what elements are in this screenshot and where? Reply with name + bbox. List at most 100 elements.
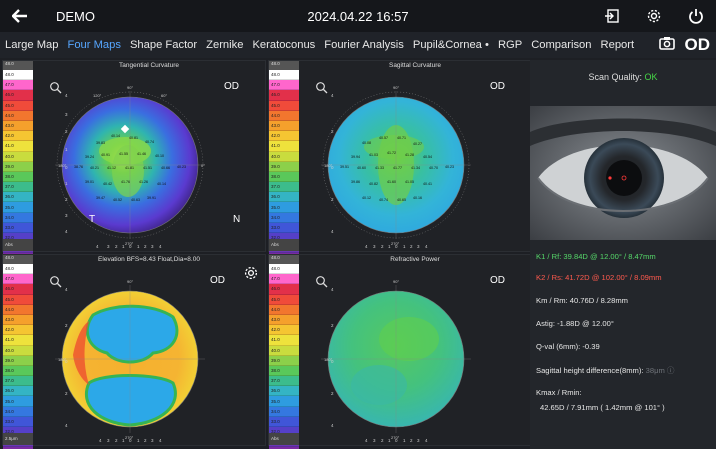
tab-keratoconus[interactable]: Keratoconus bbox=[252, 39, 316, 51]
tab-four-maps[interactable]: Four Maps bbox=[67, 39, 121, 51]
map-settings-button[interactable] bbox=[243, 265, 259, 281]
scale-cell: 38.0 bbox=[269, 365, 299, 377]
svg-text:41.55: 41.55 bbox=[119, 152, 128, 156]
svg-text:2: 2 bbox=[115, 438, 118, 443]
sagittal-height-label: Sagittal height difference(8mm): bbox=[536, 366, 644, 375]
scale-cell: 44.0 bbox=[3, 304, 33, 315]
svg-text:4: 4 bbox=[365, 244, 368, 249]
export-button[interactable] bbox=[602, 6, 622, 26]
svg-text:1: 1 bbox=[388, 244, 391, 249]
svg-text:2: 2 bbox=[65, 197, 68, 202]
scale-cell: 47.0 bbox=[269, 80, 299, 91]
svg-text:120°: 120° bbox=[93, 93, 102, 98]
svg-text:41.28: 41.28 bbox=[405, 153, 414, 157]
svg-text:0: 0 bbox=[395, 244, 398, 249]
svg-text:0: 0 bbox=[395, 438, 398, 443]
scale-cell: 44.0 bbox=[269, 304, 299, 315]
svg-text:270°: 270° bbox=[125, 241, 134, 246]
svg-text:40.23: 40.23 bbox=[445, 165, 454, 169]
scale-cell: 47.0 bbox=[3, 274, 33, 285]
zoom-button[interactable] bbox=[49, 275, 65, 289]
scale-cell: 41.0 bbox=[269, 335, 299, 346]
color-scale: 48.0 48.0 47.0 46.0 45.0 44.0 43.0 42.0 41.0 40.0… bbox=[269, 61, 299, 264]
svg-text:41.46: 41.46 bbox=[137, 152, 146, 156]
scale-cell: 43.0 bbox=[3, 120, 33, 132]
svg-text:270°: 270° bbox=[391, 435, 400, 440]
scale-cell: 43.0 bbox=[3, 314, 33, 326]
scale-cell: 42.0 bbox=[3, 131, 33, 142]
power-button[interactable] bbox=[686, 6, 706, 26]
eye-photo[interactable] bbox=[530, 106, 716, 240]
tab-rgp[interactable]: RGP bbox=[497, 39, 523, 51]
scale-header: 48.0 bbox=[3, 255, 33, 264]
tab-report[interactable]: Report bbox=[600, 39, 635, 51]
back-button[interactable] bbox=[0, 0, 40, 32]
svg-text:0: 0 bbox=[331, 165, 334, 170]
scale-cell: 33.0 bbox=[269, 416, 299, 427]
tab-fourier-analysis[interactable]: Fourier Analysis bbox=[324, 39, 404, 51]
tangential-map[interactable]: 39.83 40.14 40.81 40.74 39.24 40.91 41.55 41.4… bbox=[33, 61, 267, 253]
settings-button[interactable] bbox=[644, 6, 664, 26]
scale-cell: 39.0 bbox=[269, 355, 299, 366]
scale-unit: Abs bbox=[3, 239, 33, 251]
magnifier-icon bbox=[50, 82, 62, 94]
info-panel: Scan Quality: OK bbox=[530, 60, 716, 449]
scale-cell: 39.0 bbox=[3, 161, 33, 172]
svg-text:40.74: 40.74 bbox=[379, 198, 388, 202]
svg-text:40.60: 40.60 bbox=[357, 166, 366, 170]
svg-text:4: 4 bbox=[331, 93, 334, 98]
k2-value: K2 / Rs: 41.72D @ 102.00° / 8.09mm bbox=[536, 273, 662, 282]
scale-cell: 35.0 bbox=[269, 396, 299, 407]
zoom-button[interactable] bbox=[315, 275, 331, 289]
zoom-button[interactable] bbox=[315, 81, 331, 95]
scale-header: 48.0 bbox=[3, 61, 33, 70]
screenshot-button[interactable] bbox=[658, 36, 675, 55]
svg-text:180°: 180° bbox=[58, 357, 67, 362]
svg-text:1: 1 bbox=[65, 181, 68, 186]
kmax-label: Kmax / Rmin: bbox=[536, 388, 582, 397]
svg-text:1: 1 bbox=[403, 438, 406, 443]
svg-text:40.66: 40.66 bbox=[161, 166, 170, 170]
scale-cell: 33.0 bbox=[269, 222, 299, 233]
gear-icon bbox=[647, 9, 661, 23]
scale-cell: 44.0 bbox=[269, 110, 299, 121]
map-eye-label: OD bbox=[490, 275, 505, 286]
svg-text:2: 2 bbox=[410, 438, 413, 443]
tab-comparison[interactable]: Comparison bbox=[531, 39, 592, 51]
tab-shape-factor[interactable]: Shape Factor bbox=[129, 39, 198, 51]
map-eye-label: OD bbox=[490, 81, 505, 92]
svg-text:41.33: 41.33 bbox=[375, 166, 384, 170]
svg-text:180°: 180° bbox=[324, 357, 333, 362]
svg-text:270°: 270° bbox=[125, 435, 134, 440]
scale-cell: 45.0 bbox=[3, 100, 33, 111]
tab-zernike[interactable]: Zernike bbox=[206, 39, 244, 51]
km-value: Km / Rm: 40.76D / 8.28mm bbox=[536, 296, 628, 305]
scale-cell: 37.0 bbox=[3, 376, 33, 387]
tab-pupil-cornea[interactable]: Pupil&Cornea • bbox=[412, 39, 489, 51]
svg-text:41.26: 41.26 bbox=[139, 180, 148, 184]
scale-cell: 41.0 bbox=[3, 141, 33, 152]
svg-text:40.71: 40.71 bbox=[397, 136, 406, 140]
svg-text:3: 3 bbox=[107, 244, 110, 249]
scale-cell: 41.0 bbox=[3, 335, 33, 346]
svg-text:0°: 0° bbox=[201, 163, 205, 168]
map-title: Elevation BFS=8.43 Float,Dia=8.00 bbox=[98, 256, 200, 263]
color-scale: 48.0 48.0 47.0 46.0 45.0 44.0 43.0 42.0 41.0 40.0… bbox=[3, 61, 33, 264]
export-icon bbox=[605, 9, 619, 23]
scale-unit: Abs bbox=[269, 433, 299, 445]
scale-cell: 45.0 bbox=[269, 100, 299, 111]
tab-large-map[interactable]: Large Map bbox=[5, 39, 59, 51]
refractive-map-panel: 48.0 48.0 47.0 46.0 45.0 44.0 43.0 42.0 41.0 40.0… bbox=[268, 254, 533, 449]
svg-text:90°: 90° bbox=[127, 279, 133, 284]
color-scale: 48.0 48.0 47.0 46.0 45.0 44.0 43.0 42.0 41.0 40.0… bbox=[3, 255, 33, 449]
svg-text:41.34: 41.34 bbox=[411, 166, 420, 170]
scale-cell: 46.0 bbox=[269, 90, 299, 101]
eye-label: OD bbox=[684, 35, 711, 54]
color-scale: 48.0 48.0 47.0 46.0 45.0 44.0 43.0 42.0 41.0 40.0… bbox=[269, 255, 299, 449]
scale-cell: 40.0 bbox=[269, 345, 299, 356]
zoom-button[interactable] bbox=[49, 81, 65, 95]
svg-text:40.27: 40.27 bbox=[413, 142, 422, 146]
sagittal-map[interactable]: 40.08 40.57 40.71 40.27 39.94 41.03 41.72 41.2… bbox=[299, 61, 533, 253]
